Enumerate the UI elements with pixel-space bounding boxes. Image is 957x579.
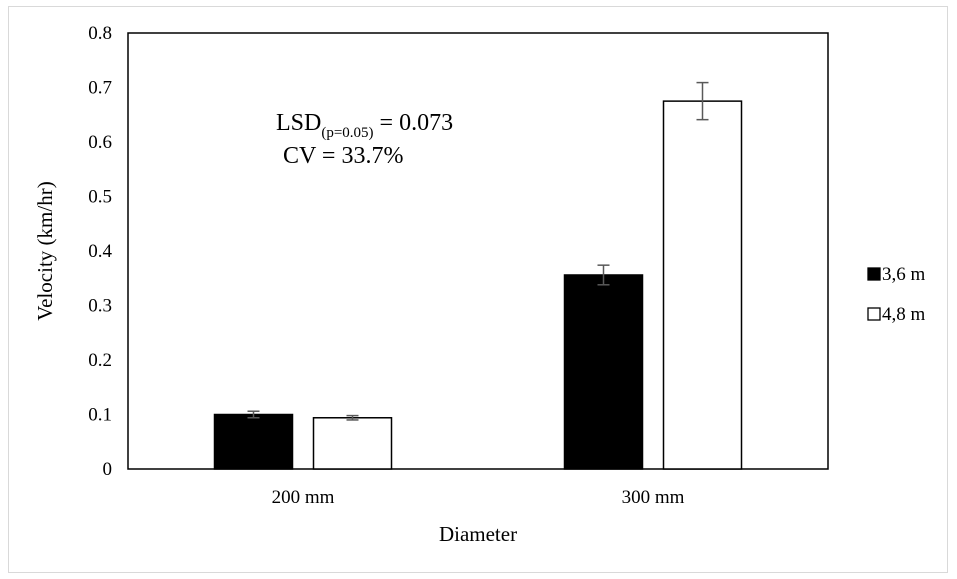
x-tick-label: 300 mm xyxy=(622,487,685,508)
legend-label: 4,8 m xyxy=(882,304,926,325)
lsd-subscript: (p=0.05) xyxy=(321,125,373,141)
cv-annotation: CV = 33.7% xyxy=(283,143,403,169)
y-tick-label: 0 xyxy=(103,459,113,480)
error-bar xyxy=(696,81,709,121)
y-tick-label: 0.3 xyxy=(88,296,112,317)
x-tick-labels: 200 mm 300 mm xyxy=(272,487,685,508)
y-tick-label: 0.1 xyxy=(88,405,112,426)
error-bar xyxy=(247,410,260,419)
chart-frame xyxy=(8,6,948,573)
y-tick-label: 0.6 xyxy=(88,132,112,153)
x-axis-title: Diameter xyxy=(439,522,517,546)
legend-label: 3,6 m xyxy=(882,264,926,285)
bar-series-2 xyxy=(662,100,743,470)
legend-swatch xyxy=(867,307,881,321)
y-axis-title: Velocity (km/hr) xyxy=(33,181,57,320)
bars-group xyxy=(213,81,743,470)
lsd-value: = 0.073 xyxy=(374,110,454,136)
y-tick-label: 0.7 xyxy=(88,78,112,99)
error-bar xyxy=(597,264,610,286)
y-tick-label: 0.4 xyxy=(88,241,112,262)
legend-item: 4,8 m xyxy=(867,304,926,325)
lsd-label: LSD xyxy=(276,110,321,136)
y-tick-label: 0.8 xyxy=(88,23,112,44)
y-tick-label: 0.5 xyxy=(88,187,112,208)
legend-item: 3,6 m xyxy=(867,264,926,285)
bar-series-1 xyxy=(213,413,294,470)
error-bar xyxy=(346,414,359,421)
bar-series-2 xyxy=(312,417,393,470)
lsd-annotation: LSD(p=0.05) = 0.073 xyxy=(276,110,453,141)
plot-area xyxy=(127,32,829,470)
legend: 3,6 m 4,8 m xyxy=(867,264,926,325)
y-tick-labels: 0 0.1 0.2 0.3 0.4 0.5 0.6 0.7 0.8 xyxy=(88,23,112,480)
x-tick-label: 200 mm xyxy=(272,487,335,508)
y-tick-label: 0.2 xyxy=(88,350,112,371)
legend-swatch xyxy=(867,267,881,281)
bar-series-1 xyxy=(563,274,644,470)
